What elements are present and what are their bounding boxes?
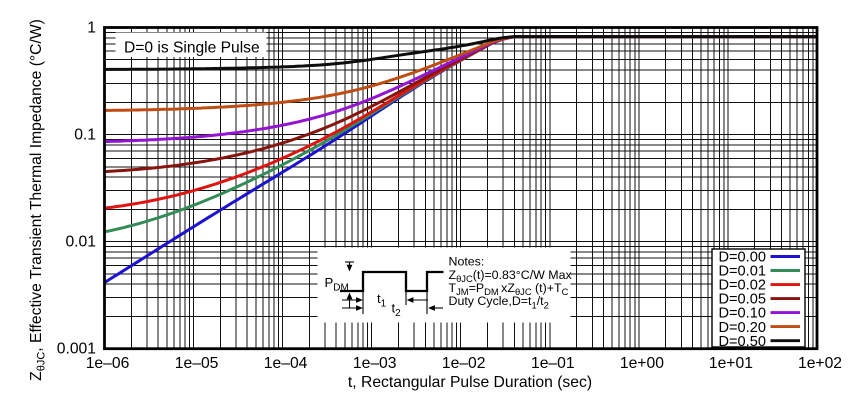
svg-text:1e–03: 1e–03 [353, 355, 397, 372]
svg-text:D=0.50: D=0.50 [719, 334, 766, 350]
svg-text:1e–04: 1e–04 [264, 355, 308, 372]
svg-text:1e+01: 1e+01 [709, 355, 753, 372]
svg-text:D=0 is Single Pulse: D=0 is Single Pulse [124, 40, 260, 57]
svg-text:D=0.20: D=0.20 [719, 320, 766, 336]
svg-text:D=0.01: D=0.01 [719, 264, 766, 280]
svg-text:1e–06: 1e–06 [86, 355, 130, 372]
svg-text:ZθJC​(t)=0.83°C/W Max: ZθJC​(t)=0.83°C/W Max [449, 268, 573, 284]
svg-text:D=0.05: D=0.05 [719, 292, 766, 308]
svg-text:D=0.02: D=0.02 [719, 278, 766, 294]
svg-text:0.1: 0.1 [74, 127, 96, 144]
svg-text:1e–02: 1e–02 [442, 355, 486, 372]
svg-text:1e–01: 1e–01 [531, 355, 575, 372]
svg-text:1e+00: 1e+00 [620, 355, 664, 372]
svg-text:Notes:: Notes: [449, 255, 485, 269]
svg-text:1: 1 [87, 20, 96, 37]
svg-text:1e–05: 1e–05 [175, 355, 219, 372]
svg-text:D=0.00: D=0.00 [719, 250, 766, 266]
svg-text:TJM​=PDM​ xZθJC​ (t)+TC​: TJM​=PDM​ xZθJC​ (t)+TC​ [449, 281, 569, 297]
svg-text:ZθJC​, Effective Transient The: ZθJC​, Effective Transient Thermal Imped… [28, 19, 47, 381]
svg-text:t, Rectangular Pulse Duration: t, Rectangular Pulse Duration (sec) [348, 374, 592, 391]
svg-text:t1: t1 [377, 291, 387, 310]
svg-text:0.001: 0.001 [57, 341, 96, 358]
svg-text:Duty Cycle,D=t1​/t2​: Duty Cycle,D=t1​/t2​ [449, 294, 549, 310]
svg-text:0.01: 0.01 [65, 234, 96, 251]
svg-text:1e+02: 1e+02 [798, 355, 842, 372]
svg-text:D=0.10: D=0.10 [719, 306, 766, 322]
svg-text:t2: t2 [392, 301, 402, 320]
